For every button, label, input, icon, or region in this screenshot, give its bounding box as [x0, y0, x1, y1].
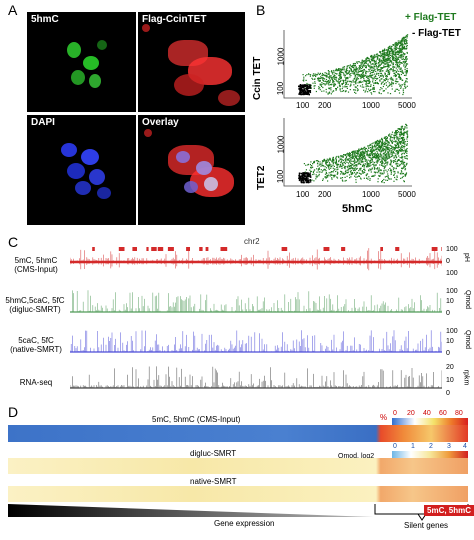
heatmap-native-smrt	[8, 486, 468, 502]
scatter-top-ytick-1000: 1000	[276, 47, 286, 66]
legend-plus-flag-tet: + Flag-TET	[405, 12, 457, 23]
track-2-tick: 10	[446, 338, 454, 345]
genome-tracks	[70, 247, 442, 389]
track-1-tick: 10	[446, 298, 454, 305]
scale2-tick: 0	[393, 443, 397, 450]
track-0-unit: pH	[462, 253, 470, 262]
track-digluc-smrt	[70, 290, 442, 313]
scatter-top-xtick: 200	[318, 101, 332, 110]
scatter-top-ylabel: Ccin TET	[252, 56, 263, 100]
track-native-smrt	[70, 330, 442, 353]
heatmap-title-native: native-SMRT	[190, 477, 237, 486]
scale2-tick: 3	[447, 443, 451, 450]
scale1-tick: 0	[393, 410, 397, 417]
silent-genes-label: Silent genes	[404, 521, 449, 530]
micrograph-overlay: Overlay	[138, 115, 245, 225]
scale1-tick: 20	[407, 410, 415, 417]
track-2-unit: Qmod	[464, 329, 472, 350]
track-2-tick: 100	[446, 328, 458, 335]
panel-c-letter: C	[8, 234, 19, 250]
scale1-bar	[392, 418, 468, 425]
heatmap-cms-input	[8, 425, 468, 442]
panel-d-letter: D	[8, 404, 19, 420]
panel-b-letter: B	[256, 2, 266, 18]
gene-expression-label: Gene expression	[214, 519, 275, 528]
scale1-tick: 80	[455, 410, 463, 417]
micrograph-label: 5hmC	[31, 14, 59, 25]
track-1-unit: Qmod	[464, 289, 472, 310]
track-2-tick: 0	[446, 350, 450, 357]
track-rnaseq	[70, 366, 442, 389]
scatter-bottom	[283, 118, 412, 187]
scatter-top	[283, 30, 412, 99]
track-3-unit: rpkm	[462, 369, 470, 386]
micrograph-5hmc: 5hmC	[27, 12, 136, 112]
scatter-bottom-ytick-1000: 1000	[276, 135, 286, 154]
track-label-cms: 5mC, 5hmC (CMS-Input)	[14, 256, 58, 274]
scale2-tick: 1	[411, 443, 415, 450]
heatmap-title-cms: 5mC, 5hmC (CMS-Input)	[152, 415, 241, 424]
legend-minus-flag-tet: - Flag-TET	[412, 28, 461, 39]
scale2-unit: Qmod, log2	[338, 453, 375, 460]
scatter-bottom-ylabel: TET2	[256, 165, 267, 190]
track-0-tick: 100	[446, 270, 458, 277]
micrograph-flag-ccintet: Flag-CcinTET	[138, 12, 245, 112]
scatter-top-xtick: 1000	[362, 101, 380, 110]
track-label-rnaseq: RNA-seq	[19, 378, 53, 387]
scatter-bottom-xtick: 100	[296, 190, 310, 199]
track-0-tick: 100	[446, 246, 458, 253]
track-label-digluc: 5hmC,5caC, 5fC (digluc-SMRT)	[5, 296, 65, 314]
heatmap-digluc-smrt	[8, 458, 468, 474]
track-3-tick: 0	[446, 390, 450, 397]
track-1-tick: 100	[446, 288, 458, 295]
panel-a-letter: A	[8, 2, 18, 18]
scale1-tick: 60	[439, 410, 447, 417]
scale1-unit: %	[380, 413, 388, 422]
scatter-top-xtick: 100	[296, 101, 310, 110]
gene-expression-wedge	[8, 504, 374, 517]
scale1-tick: 40	[423, 410, 431, 417]
micrograph-label: Flag-CcinTET	[142, 14, 207, 25]
micrograph-dapi: DAPI	[27, 115, 136, 225]
micrograph-label: Overlay	[142, 117, 179, 128]
scatter-bottom-xtick: 200	[318, 190, 332, 199]
heatmap-title-digluc: digluc-SMRT	[190, 449, 237, 458]
scatter-bottom-xtick: 5000	[398, 190, 416, 199]
scatter-top-ytick-100: 100	[276, 81, 286, 96]
micrograph-label: DAPI	[31, 117, 55, 128]
scatter-xlabel: 5hmC	[342, 203, 373, 215]
track-1-tick: 0	[446, 310, 450, 317]
track-0-tick: 0	[446, 258, 450, 265]
scatter-top-xtick: 5000	[398, 101, 416, 110]
scatter-bottom-ytick-100: 100	[276, 169, 286, 184]
track-cms-input	[70, 247, 442, 271]
scale2-tick: 4	[463, 443, 467, 450]
silent-badge: 5mC, 5hmC	[424, 505, 474, 516]
chromosome-label: chr2	[244, 237, 260, 246]
scale2-bar	[392, 451, 468, 458]
track-3-tick: 10	[446, 377, 454, 384]
scatter-plots	[283, 30, 412, 187]
track-label-native: 5caC, 5fC (native-SMRT)	[10, 336, 62, 354]
track-3-tick: 20	[446, 364, 454, 371]
scale2-tick: 2	[429, 443, 433, 450]
scatter-bottom-xtick: 1000	[362, 190, 380, 199]
